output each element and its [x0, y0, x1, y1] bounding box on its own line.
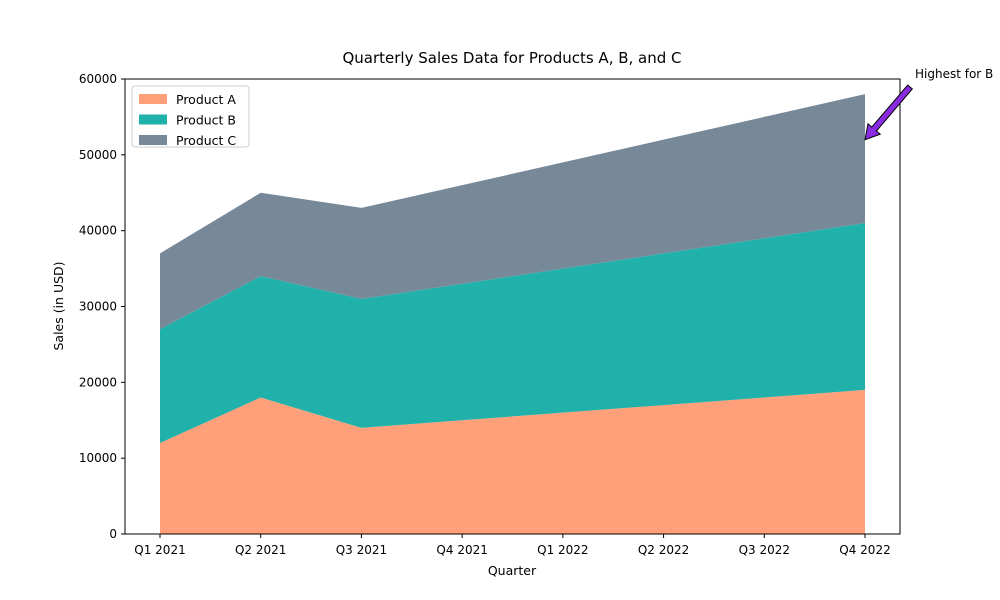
y-tick-label: 60000 — [79, 72, 117, 86]
x-tick-label: Q1 2021 — [134, 543, 185, 557]
x-tick-label: Q3 2022 — [739, 543, 790, 557]
y-tick-label: 10000 — [79, 451, 117, 465]
area-series-1 — [160, 389, 865, 534]
x-axis: Q1 2021 Q2 2021 Q3 2021 Q4 2021 Q1 2022 Q2 20… — [134, 534, 891, 557]
legend: Product A Product B Product C — [131, 85, 250, 148]
y-tick-label: 40000 — [79, 224, 117, 238]
x-tick-label: Q3 2021 — [336, 543, 387, 557]
x-tick-label: Q2 2021 — [235, 543, 286, 557]
x-tick-label: Q4 2021 — [436, 543, 487, 557]
annotation-arrow — [864, 84, 914, 141]
x-axis-title: Quarter — [488, 563, 537, 578]
x-tick-label: Q1 2022 — [537, 543, 588, 557]
annotation-label: Highest for B — [915, 67, 993, 81]
x-tick-label: Q2 2022 — [638, 543, 689, 557]
area-series-3 — [160, 94, 865, 330]
y-tick-label: 30000 — [79, 300, 117, 314]
chart-title: Quarterly Sales Data for Products A, B, … — [342, 49, 681, 67]
area-series-group — [160, 94, 865, 534]
legend-swatch — [139, 94, 167, 104]
annotation: Highest for B — [864, 67, 993, 141]
y-tick-label: 20000 — [79, 375, 117, 389]
legend-label: Product B — [176, 113, 236, 128]
legend-swatch — [139, 135, 167, 145]
legend-swatch — [139, 114, 167, 125]
legend-label: Product C — [176, 133, 236, 148]
y-tick-label: 50000 — [79, 148, 117, 162]
y-tick-label: 0 — [109, 527, 117, 541]
x-tick-label: Q4 2022 — [839, 543, 890, 557]
y-axis-title: Sales (in USD) — [51, 261, 66, 350]
area-series-2 — [160, 223, 865, 443]
legend-label: Product A — [176, 92, 236, 107]
y-axis: 0 10000 20000 30000 40000 50000 60000 — [79, 72, 125, 541]
